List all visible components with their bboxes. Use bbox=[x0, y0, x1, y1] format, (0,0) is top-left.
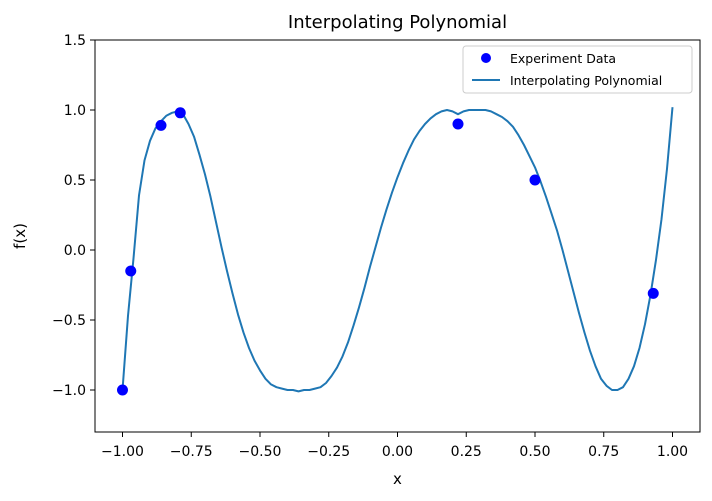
plot-area bbox=[117, 107, 674, 396]
data-point bbox=[452, 118, 464, 130]
x-tick-label: 1.00 bbox=[657, 444, 688, 460]
x-tick-label: −0.50 bbox=[239, 444, 282, 460]
y-tick-label: 1.0 bbox=[64, 103, 86, 119]
x-tick-label: −0.25 bbox=[307, 444, 350, 460]
x-tick-label: 0.50 bbox=[519, 444, 550, 460]
data-point bbox=[117, 384, 128, 396]
x-tick-label: −1.00 bbox=[101, 444, 144, 460]
legend-label-interpolating-polynomial: Interpolating Polynomial bbox=[510, 73, 662, 88]
y-tick-label: 0.5 bbox=[64, 173, 86, 189]
x-tick-label: −0.75 bbox=[170, 444, 213, 460]
legend-box bbox=[462, 45, 693, 94]
chart-title: Interpolating Polynomial bbox=[288, 12, 507, 33]
x-tick-label: 0.00 bbox=[382, 444, 413, 460]
y-tick-label: −0.5 bbox=[52, 313, 86, 329]
legend: Experiment Data Interpolating Polynomial bbox=[462, 45, 693, 94]
data-point bbox=[647, 287, 659, 299]
y-tick-label: 0.0 bbox=[64, 243, 86, 259]
series-line-interpolating-polynomial bbox=[121, 107, 674, 393]
x-axis-label: x bbox=[393, 470, 402, 488]
data-point bbox=[529, 174, 541, 186]
data-point bbox=[155, 119, 167, 131]
data-point bbox=[174, 107, 186, 119]
y-axis-label: f(x) bbox=[11, 223, 29, 249]
x-tick-label: 0.75 bbox=[588, 444, 619, 460]
legend-marker-experiment-data bbox=[481, 53, 491, 63]
legend-label-experiment-data: Experiment Data bbox=[510, 51, 616, 66]
data-point bbox=[125, 265, 137, 277]
axis-ticks: −1.00 −0.75 −0.50 −0.25 0.00 0.25 0.50 0.75 1.00… bbox=[52, 33, 688, 460]
y-tick-label: 1.5 bbox=[64, 33, 86, 49]
y-tick-label: −1.0 bbox=[52, 383, 86, 399]
x-tick-label: 0.25 bbox=[451, 444, 482, 460]
